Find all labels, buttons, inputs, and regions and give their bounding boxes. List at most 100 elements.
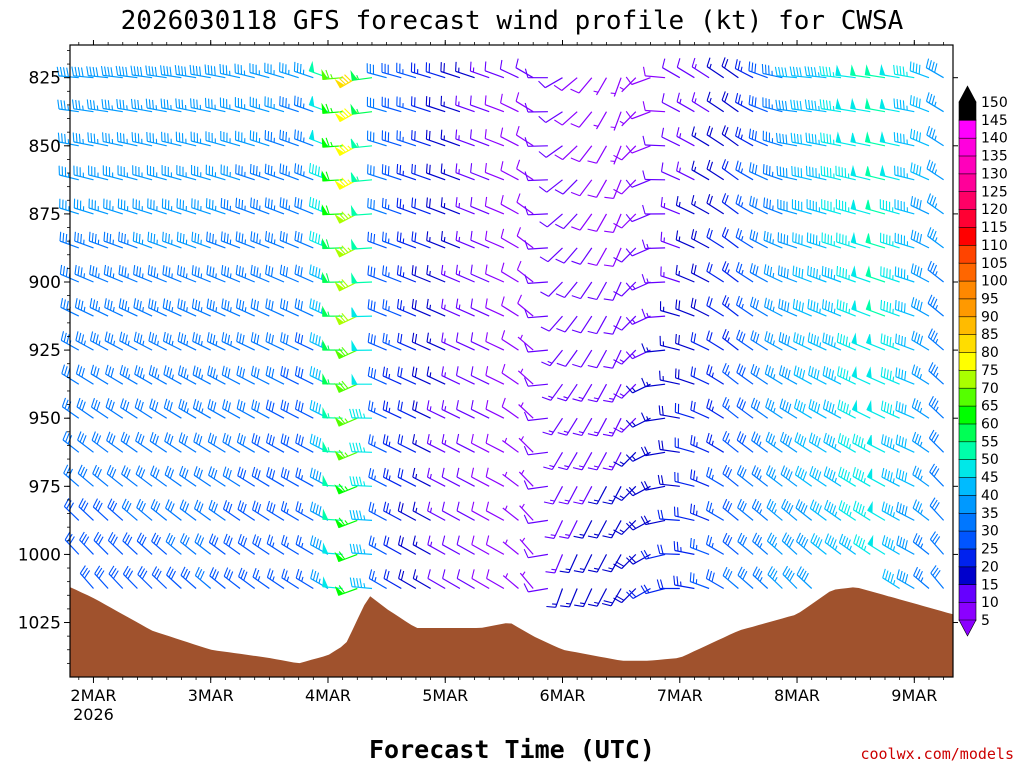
barb-staff bbox=[237, 475, 256, 487]
barb-feather bbox=[264, 197, 267, 207]
barb-staff bbox=[596, 554, 608, 573]
wind-barb bbox=[223, 533, 241, 555]
barb-feather bbox=[830, 302, 833, 313]
barb-feather bbox=[928, 127, 933, 137]
barb-half-feather bbox=[156, 273, 159, 279]
barb-staff bbox=[502, 575, 519, 589]
wind-barb bbox=[179, 465, 197, 487]
barb-feather bbox=[387, 166, 390, 176]
barb-feather bbox=[784, 334, 788, 345]
barb-half-feather bbox=[519, 334, 523, 340]
barb-staff bbox=[108, 573, 124, 589]
wind-barb bbox=[555, 281, 578, 299]
barb-half-feather bbox=[564, 465, 569, 468]
wind-barb bbox=[160, 65, 182, 79]
wind-barb bbox=[603, 247, 622, 267]
barb-half-feather bbox=[727, 337, 730, 343]
barb-feather bbox=[846, 539, 851, 549]
barb-staff bbox=[121, 506, 138, 521]
barb-half-feather bbox=[301, 542, 304, 548]
barb-feather bbox=[155, 503, 161, 513]
barb-feather bbox=[426, 467, 430, 478]
wind-barb bbox=[485, 535, 505, 555]
barb-staff bbox=[222, 374, 241, 385]
barb-feather bbox=[842, 335, 846, 345]
barb-feather bbox=[801, 570, 807, 580]
barb-feather bbox=[625, 419, 634, 428]
barb-pennant bbox=[351, 373, 358, 385]
barb-feather bbox=[182, 267, 186, 277]
barb-half-feather bbox=[415, 507, 418, 513]
barb-feather bbox=[587, 296, 597, 301]
wind-barb bbox=[295, 568, 314, 590]
wind-barb bbox=[625, 383, 651, 394]
wind-barb bbox=[910, 263, 930, 283]
barb-staff bbox=[180, 541, 197, 555]
wind-barb bbox=[148, 331, 167, 351]
barb-feather bbox=[709, 127, 714, 137]
colorbar-segment bbox=[958, 387, 977, 407]
barb-feather bbox=[221, 265, 224, 275]
barb-feather bbox=[442, 569, 446, 579]
wind-barb bbox=[706, 159, 725, 181]
barb-feather bbox=[934, 536, 941, 545]
colorbar-label: 85 bbox=[981, 327, 999, 343]
barb-half-feather bbox=[215, 273, 217, 279]
barb-half-feather bbox=[429, 507, 433, 513]
barb-feather bbox=[880, 299, 883, 310]
wind-barb bbox=[613, 315, 637, 331]
barb-feather bbox=[816, 336, 819, 346]
barb-pennant bbox=[322, 339, 329, 351]
barb-half-feather bbox=[818, 105, 820, 111]
barb-feather bbox=[75, 364, 80, 374]
barb-feather bbox=[840, 401, 844, 411]
barb-feather bbox=[97, 502, 103, 512]
barb-feather bbox=[92, 498, 98, 508]
barb-feather bbox=[65, 233, 68, 244]
wind-barb bbox=[764, 297, 783, 317]
barb-feather bbox=[92, 66, 96, 77]
barb-half-feather bbox=[303, 171, 305, 177]
barb-staff bbox=[549, 349, 563, 367]
barb-feather bbox=[689, 503, 693, 514]
barb-feather bbox=[184, 66, 187, 77]
wind-barb bbox=[613, 145, 637, 161]
barb-feather bbox=[642, 204, 646, 215]
barb-half-feather bbox=[429, 372, 432, 378]
barb-half-feather bbox=[320, 172, 323, 178]
wind-barb bbox=[103, 264, 124, 283]
barb-half-feather bbox=[711, 440, 714, 446]
barb-staff bbox=[838, 508, 857, 521]
barb-staff bbox=[281, 543, 300, 555]
barb-staff bbox=[544, 77, 563, 89]
barb-pennant bbox=[866, 399, 872, 413]
barb-feather bbox=[456, 501, 460, 511]
wind-barb bbox=[894, 232, 915, 249]
barb-pennant bbox=[879, 131, 886, 144]
barb-half-feather bbox=[171, 340, 174, 346]
barb-feather bbox=[797, 434, 802, 444]
barb-staff bbox=[621, 519, 637, 535]
barb-feather bbox=[659, 579, 664, 589]
barb-feather bbox=[280, 399, 284, 410]
wind-barb bbox=[396, 130, 417, 147]
wind-barb bbox=[572, 383, 593, 402]
barb-staff bbox=[265, 273, 285, 283]
wind-barb bbox=[722, 566, 739, 589]
barb-half-feather bbox=[186, 374, 189, 380]
barb-half-feather bbox=[374, 509, 377, 515]
barb-feather bbox=[153, 267, 156, 277]
barb-feather bbox=[822, 99, 825, 110]
wind-barb bbox=[777, 265, 798, 283]
barb-half-feather bbox=[935, 372, 939, 378]
barb-half-feather bbox=[774, 576, 778, 582]
wind-barb bbox=[411, 332, 431, 351]
barb-staff bbox=[706, 509, 725, 521]
barb-staff bbox=[736, 439, 754, 453]
barb-feather bbox=[441, 501, 445, 511]
wind-barb bbox=[689, 572, 710, 590]
barb-staff bbox=[427, 544, 446, 555]
barb-feather bbox=[212, 368, 216, 378]
barb-staff bbox=[250, 139, 270, 147]
wind-barb bbox=[279, 197, 299, 215]
